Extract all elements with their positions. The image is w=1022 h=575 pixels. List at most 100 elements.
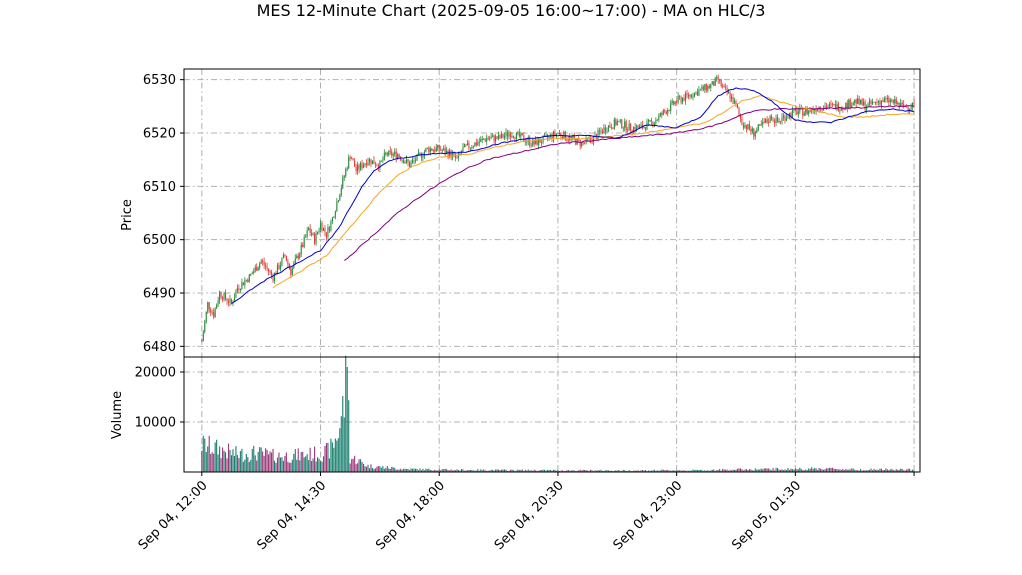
volume-bar: [692, 469, 694, 472]
volume-bar: [242, 461, 244, 472]
volume-bar: [723, 469, 725, 472]
candle-body: [634, 126, 636, 131]
volume-bar: [784, 469, 786, 472]
candle-body: [729, 92, 731, 99]
volume-bar: [331, 442, 333, 472]
volume-bar: [735, 469, 737, 472]
volume-bar: [278, 452, 280, 472]
candle-body: [873, 101, 875, 103]
candle-body: [316, 231, 319, 233]
candle-body: [628, 123, 630, 131]
volume-bar: [720, 470, 722, 472]
candle-body: [864, 101, 866, 110]
volume-bar: [373, 468, 375, 472]
volume-bar: [368, 468, 371, 472]
volume-bar: [300, 451, 302, 472]
volume-bar: [533, 469, 535, 472]
candle-body: [493, 135, 495, 142]
candle-body: [877, 100, 880, 103]
volume-bar: [598, 470, 601, 472]
volume-bar: [619, 470, 621, 472]
volume-bar: [772, 468, 774, 472]
candle-body: [851, 105, 853, 108]
candle-body: [793, 108, 795, 111]
candle-body: [687, 94, 690, 97]
volume-bar: [247, 456, 249, 472]
candle-body: [318, 229, 320, 232]
volume-bar: [403, 468, 405, 472]
candle-body: [474, 142, 476, 147]
volume-bar: [824, 469, 826, 472]
candle-body: [272, 274, 274, 281]
candle-body: [895, 99, 897, 105]
volume-bar: [460, 469, 463, 472]
candle-body: [362, 164, 365, 168]
volume-bar: [379, 466, 381, 472]
candle-body: [388, 150, 390, 156]
volume-bar: [582, 469, 584, 472]
candle-body: [702, 86, 704, 90]
price-ytick-label: 6490: [143, 287, 176, 302]
volume-bar: [305, 456, 307, 472]
volume-bar: [404, 468, 406, 472]
candle-body: [351, 157, 353, 160]
volume-bar: [454, 470, 457, 472]
volume-bar: [674, 470, 676, 472]
candle-body: [408, 162, 411, 168]
volume-bar: [722, 469, 724, 472]
volume-bar: [717, 469, 719, 472]
volume-bar: [739, 468, 742, 472]
candle-body: [647, 120, 650, 122]
volume-bar: [435, 470, 437, 472]
volume-bar: [579, 469, 581, 472]
volume-bar: [658, 470, 660, 472]
candle-body: [506, 132, 509, 137]
candle-body: [891, 99, 893, 101]
candle-body: [843, 108, 845, 110]
x-tick-label: Sep 04, 14:30: [254, 478, 329, 553]
volume-bar: [828, 467, 831, 472]
candle-body: [340, 187, 342, 195]
candle-body: [514, 137, 516, 140]
volume-bar: [327, 442, 329, 472]
candle-body: [726, 88, 728, 93]
volume-bar: [339, 428, 341, 472]
candle-body: [754, 132, 756, 137]
volume-bar: [229, 449, 231, 472]
candle-body: [787, 117, 789, 119]
candle-body: [520, 133, 522, 137]
volume-bar: [555, 470, 558, 472]
x-axis: Sep 04, 12:00 Sep 04, 14:30 Sep 04, 18:00 S…: [136, 472, 915, 553]
candle-body: [659, 113, 661, 116]
candle-body: [897, 102, 899, 105]
volume-bar: [309, 447, 311, 472]
candle-body: [676, 101, 678, 103]
candle-body: [854, 99, 856, 103]
candle-body: [664, 110, 666, 112]
volume-bar: [825, 468, 828, 472]
candle-body: [682, 98, 684, 103]
candle-body: [573, 135, 575, 139]
volume-bar: [511, 469, 513, 472]
candle-body: [383, 153, 385, 160]
candle-body: [909, 108, 911, 111]
volume-bar: [891, 468, 893, 472]
volume-bar: [745, 469, 747, 472]
candle-body: [235, 290, 237, 298]
chart-title: MES 12-Minute Chart (2025-09-05 16:00~17…: [257, 1, 766, 20]
candle-body: [652, 121, 654, 127]
volume-bar: [490, 469, 492, 472]
volume-bar: [863, 470, 865, 472]
candle-body: [855, 99, 857, 104]
volume-bar: [265, 448, 267, 472]
volume-bar: [548, 470, 550, 472]
candle-body: [529, 138, 531, 146]
candle-body: [288, 264, 290, 269]
volume-bar: [241, 448, 243, 472]
candle-body: [508, 134, 510, 137]
candle-body: [336, 202, 338, 212]
volume-bar: [224, 452, 227, 472]
candle-body: [722, 85, 724, 87]
volume-bar: [782, 470, 785, 472]
volume-bar: [487, 470, 489, 472]
